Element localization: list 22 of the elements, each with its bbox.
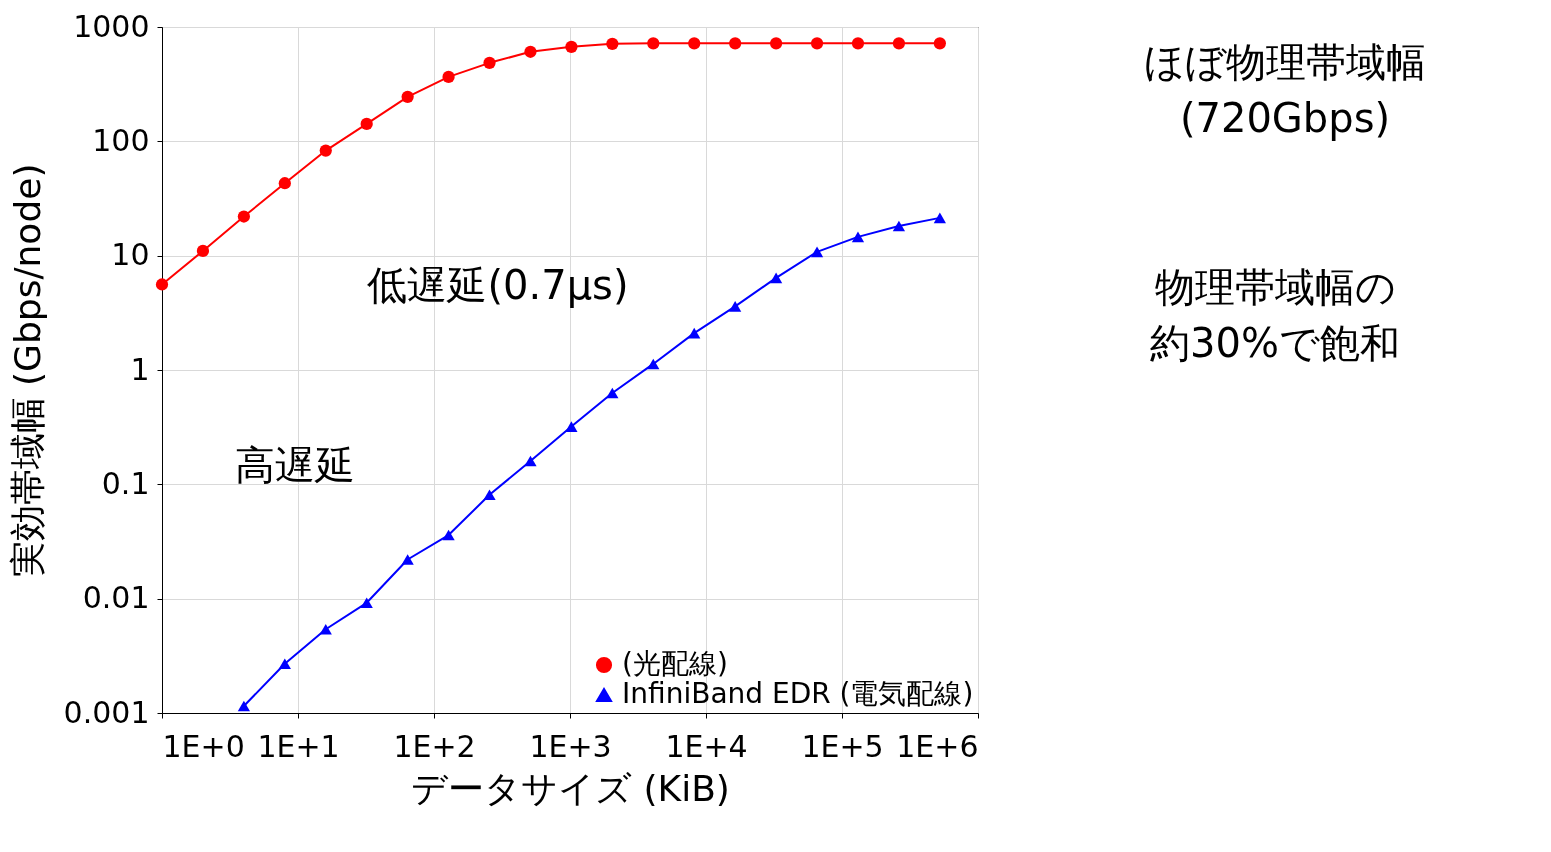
y-tick-label: 0.1 bbox=[101, 465, 150, 501]
x-tick-label: 1E+5 bbox=[801, 728, 884, 764]
y-tick-label: 0.001 bbox=[63, 694, 150, 730]
text: ほぼ物理帯域幅(720Gbps) bbox=[1144, 39, 1426, 141]
legend-label: InfiniBand EDR (電気配線) bbox=[622, 677, 974, 710]
y-tick-label: 100 bbox=[92, 122, 150, 158]
y-axis-title: 実効帯域幅 (Gbps/node) bbox=[6, 163, 48, 578]
text: 物理帯域幅の約30%で飽和 bbox=[1150, 264, 1400, 366]
legend-label: (光配線) bbox=[622, 647, 728, 680]
x-tick-label: 1E+4 bbox=[665, 728, 748, 764]
x-tick-label: 1E+2 bbox=[393, 728, 476, 764]
y-tick-label: 1000 bbox=[73, 8, 150, 44]
x-tick-label: 1E+1 bbox=[257, 728, 340, 764]
y-tick-label: 0.01 bbox=[82, 580, 150, 616]
annotation: 高遅延 bbox=[235, 442, 355, 488]
x-tick-label: 1E+3 bbox=[529, 728, 612, 764]
x-axis-title: データサイズ (KiB) bbox=[411, 767, 730, 809]
annotation: 低遅延(0.7μs) bbox=[367, 262, 629, 308]
x-tick-label: 1E+6 bbox=[896, 728, 979, 764]
y-tick-label: 10 bbox=[111, 237, 150, 273]
y-tick-label: 1 bbox=[130, 351, 150, 387]
x-tick-label: 1E+0 bbox=[162, 728, 245, 764]
